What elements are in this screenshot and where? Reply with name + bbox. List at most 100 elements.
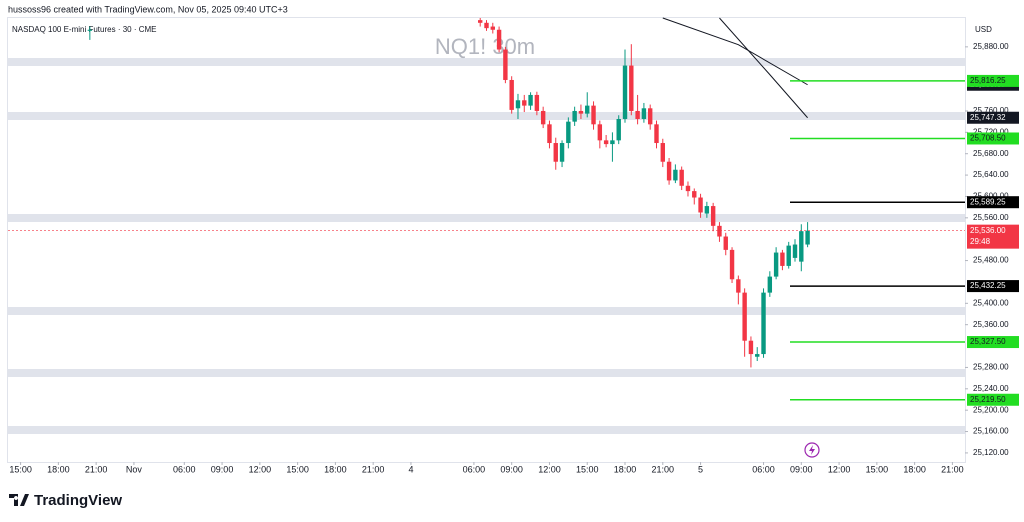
candle-body: [597, 124, 603, 141]
candle-body: [490, 26, 495, 30]
zone: [8, 369, 965, 377]
y-tick-label: 25,680.00: [973, 149, 1009, 158]
y-tick-label: 25,880.00: [973, 42, 1009, 51]
plot: [8, 17, 965, 401]
brand: TradingView: [34, 492, 122, 509]
y-tick-label: 25,480.00: [973, 256, 1009, 265]
currency: USD: [975, 25, 992, 34]
level-label-box: [967, 336, 1019, 349]
candle-body: [585, 105, 590, 114]
x-tick-label: 09:00: [790, 464, 813, 474]
candle-body: [717, 225, 722, 237]
candle-body: [710, 206, 716, 226]
level-label: 25,432.25: [970, 281, 1006, 290]
candle-body: [692, 191, 697, 198]
x-tick-label: 21:00: [941, 464, 964, 474]
y-tick-label: 25,640.00: [973, 170, 1009, 179]
candle-body: [792, 244, 798, 258]
zone: [8, 58, 965, 66]
x-tick-label: 5: [698, 464, 703, 474]
y-tick-label: 25,400.00: [973, 298, 1009, 307]
x-tick-label: 15:00: [286, 464, 309, 474]
plot-frame: [7, 17, 966, 463]
x-tick-label: 21:00: [85, 464, 108, 474]
candle-body: [666, 161, 672, 181]
candle-body: [805, 230, 810, 245]
candle-body: [559, 143, 565, 162]
candle-body: [736, 279, 741, 293]
level-label: 25,219.50: [970, 395, 1006, 404]
x-tick-label: 18:00: [614, 464, 637, 474]
candle-body: [761, 292, 766, 355]
candle-body: [610, 140, 615, 145]
level-label-box: [967, 280, 1019, 293]
candle-body: [729, 249, 735, 280]
y-tick-label: 25,720.00: [973, 127, 1009, 136]
candle-body: [515, 100, 521, 109]
y-tick-label: 25,120.00: [973, 448, 1009, 457]
x-tick-label: 4: [408, 464, 413, 474]
candle-body: [748, 340, 754, 355]
last-price-label: 25,536.00: [970, 226, 1006, 235]
x-tick-label: 12:00: [828, 464, 851, 474]
candle-body: [522, 100, 527, 106]
x-tick-label: 18:00: [903, 464, 926, 474]
level-label-box: [967, 393, 1019, 406]
candle-body: [503, 49, 508, 80]
candle-body: [698, 197, 703, 213]
candle-body: [723, 236, 728, 250]
y-tick-label: 25,200.00: [973, 405, 1009, 414]
y-tick-label: 25,160.00: [973, 427, 1009, 436]
y-tick-label: 25,240.00: [973, 384, 1009, 393]
candle-body: [478, 20, 483, 23]
price-label: 25,747.32: [970, 113, 1006, 122]
candle-body: [540, 110, 546, 125]
candle-body: [528, 94, 533, 106]
candle-body: [591, 105, 596, 125]
x-tick-label: 09:00: [211, 464, 234, 474]
candle-body: [635, 110, 640, 119]
zone: [8, 112, 965, 120]
zone: [8, 214, 965, 222]
x-tick-label: 21:00: [362, 464, 385, 474]
credit: hussoss96 created with TradingView.com, …: [8, 4, 288, 14]
candle-body: [496, 29, 502, 50]
indicator-line: [662, 17, 808, 86]
level-label-box: [967, 132, 1019, 145]
candle-body: [780, 252, 785, 266]
x-tick-label: 18:00: [324, 464, 347, 474]
candle-body: [534, 94, 540, 111]
zones: [8, 58, 965, 434]
level-label: 25,708.50: [970, 134, 1006, 143]
y-tick-label: 25,760.00: [973, 106, 1009, 115]
x-tick-label: 09:00: [500, 464, 523, 474]
y-tick-label: 25,280.00: [973, 363, 1009, 372]
candle-body: [566, 121, 571, 144]
candle-body: [629, 65, 634, 111]
symbol: NASDAQ 100 E-mini Futures · 30 · CME: [12, 25, 156, 34]
candle-body: [704, 206, 710, 214]
x-tick-label: 12:00: [538, 464, 561, 474]
x-tick-label: 06:00: [463, 464, 486, 474]
zone: [8, 426, 965, 434]
level-label: 25,589.25: [970, 197, 1006, 206]
x-tick-label: 12:00: [249, 464, 272, 474]
alert-bolt: [809, 445, 815, 455]
candle-body: [767, 276, 773, 293]
candle-body: [786, 245, 791, 266]
candle-body: [742, 292, 747, 341]
x-tick-label: 15:00: [866, 464, 889, 474]
x-tick-label: 15:00: [9, 464, 32, 474]
candle-body: [641, 108, 647, 119]
candle-body: [673, 169, 678, 181]
candle-body: [603, 140, 609, 145]
logo-mark: [9, 494, 29, 506]
x-tick-label: 06:00: [173, 464, 196, 474]
level-label: 25,327.50: [970, 337, 1006, 346]
candle-body: [87, 29, 93, 31]
candle-body: [578, 110, 584, 114]
candle-body: [755, 354, 760, 357]
candle-body: [773, 252, 779, 277]
alert-icon: [804, 442, 820, 458]
